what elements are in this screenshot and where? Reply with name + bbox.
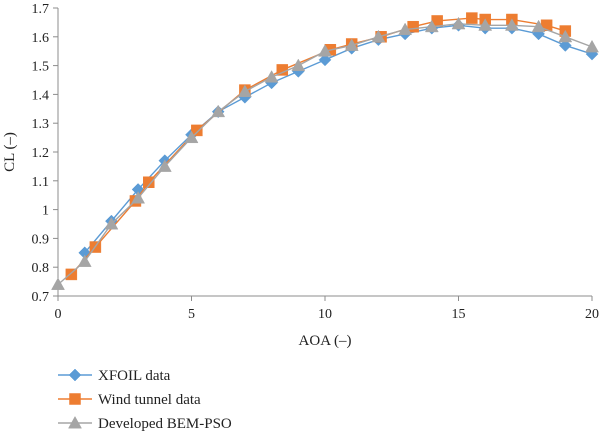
legend-item: Wind tunnel data: [58, 392, 201, 408]
data-point: [371, 29, 386, 43]
x-axis-title: AOA (–): [299, 333, 352, 349]
data-point: [143, 176, 155, 188]
data-point: [264, 70, 279, 83]
y-tick-label: 0.7: [32, 290, 50, 305]
data-point: [504, 18, 519, 31]
data-point: [585, 39, 599, 53]
x-tick-label: 5: [188, 307, 195, 322]
data-point: [157, 159, 172, 172]
legend-marker: [68, 415, 82, 429]
legend: XFOIL data Wind tunnel data Developed BEM-…: [58, 368, 232, 432]
data-point: [344, 38, 359, 51]
x-tick-label: 10: [318, 307, 332, 322]
data-point: [184, 130, 199, 144]
y-tick-label: 0.8: [32, 261, 50, 276]
legend-label: Wind tunnel data: [98, 392, 201, 408]
y-axis-title: CL (–): [2, 132, 18, 172]
data-point: [131, 191, 146, 204]
data-point: [478, 18, 493, 31]
data-point: [65, 268, 78, 281]
data-point: [77, 254, 92, 267]
x-tick-label: 0: [55, 307, 62, 322]
series-layer: [51, 12, 599, 290]
data-point: [237, 84, 252, 97]
series-square: [65, 12, 572, 281]
x-tick-label: 20: [585, 307, 599, 322]
y-tick-label: 1.1: [32, 175, 50, 190]
y-tick-label: 1.4: [32, 88, 50, 103]
y-tick-label: 0.9: [32, 232, 50, 247]
legend-marker: [69, 393, 81, 405]
legend-marker: [68, 368, 82, 382]
data-point: [466, 12, 478, 24]
legend-label: Developed BEM-PSO: [98, 416, 232, 432]
legend-item: Developed BEM-PSO: [58, 415, 232, 432]
y-tick-label: 1.5: [32, 60, 50, 75]
series-diamond: [78, 18, 599, 260]
legend-label: XFOIL data: [98, 368, 171, 384]
data-point: [407, 20, 419, 33]
y-tick-label: 1.6: [32, 31, 50, 46]
x-tick-label: 15: [452, 307, 466, 322]
y-tick-label: 1: [42, 204, 49, 219]
data-point: [211, 104, 226, 118]
series-line: [84, 24, 593, 254]
y-tick-label: 1.2: [32, 146, 50, 161]
axes: 0.7 0.8 0.9 1 1.1 1.2 1.3 1.4 1.5 1.6 1.7 0 5 10 15 20: [32, 2, 600, 322]
data-point: [318, 44, 332, 57]
data-point: [558, 29, 573, 43]
data-point: [558, 39, 572, 52]
data-point: [318, 53, 332, 67]
data-point: [51, 277, 65, 290]
data-point: [104, 216, 119, 230]
series-triangle: [51, 16, 599, 290]
data-point: [191, 124, 203, 137]
data-point: [531, 19, 546, 33]
data-point: [451, 16, 466, 30]
data-point: [291, 58, 306, 72]
y-tick-label: 1.3: [32, 117, 50, 132]
y-tick-label: 1.7: [32, 2, 50, 17]
legend-item: XFOIL data: [58, 368, 171, 384]
data-point: [398, 22, 413, 36]
data-point: [424, 19, 439, 33]
